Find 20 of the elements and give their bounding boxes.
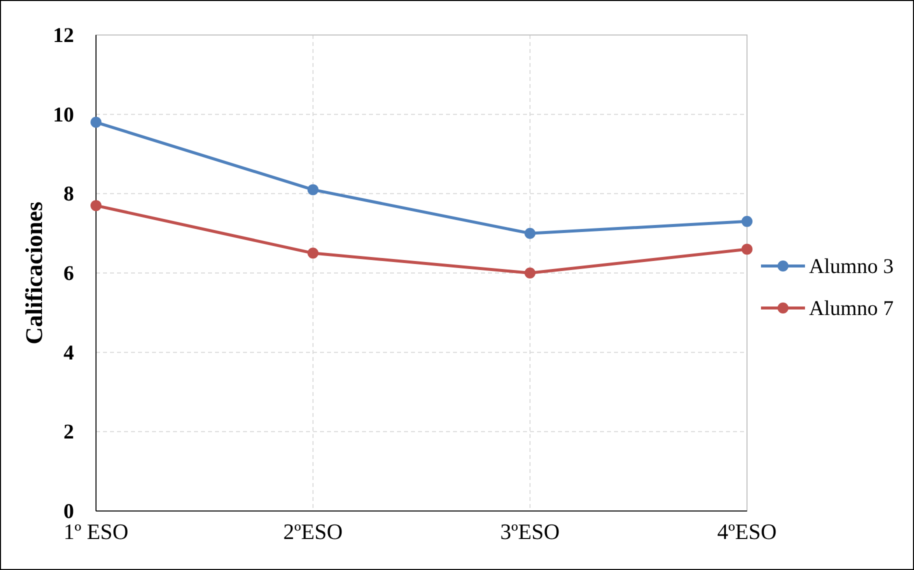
x-tick-label: 4ºESO <box>717 519 777 544</box>
point <box>90 116 102 128</box>
y-axis-title: Calificaciones <box>22 202 48 344</box>
legend-label: Alumno 3 <box>809 254 894 278</box>
y-tick-label: 8 <box>64 182 74 206</box>
x-tick-label: 3ºESO <box>500 519 560 544</box>
point <box>524 228 536 239</box>
point <box>742 244 752 255</box>
x-tick-label: 2ºESO <box>283 519 343 544</box>
point <box>524 268 536 278</box>
y-tick-label: 2 <box>64 420 74 444</box>
y-tick-label: 6 <box>64 261 74 285</box>
point <box>742 216 752 227</box>
point <box>308 248 318 259</box>
point <box>90 200 102 212</box>
y-tick-label: 10 <box>53 102 74 126</box>
y-tick-label: 12 <box>53 23 74 47</box>
legend-label: Alumno 7 <box>809 296 894 320</box>
y-tick-label: 4 <box>64 340 74 364</box>
point <box>308 184 318 196</box>
